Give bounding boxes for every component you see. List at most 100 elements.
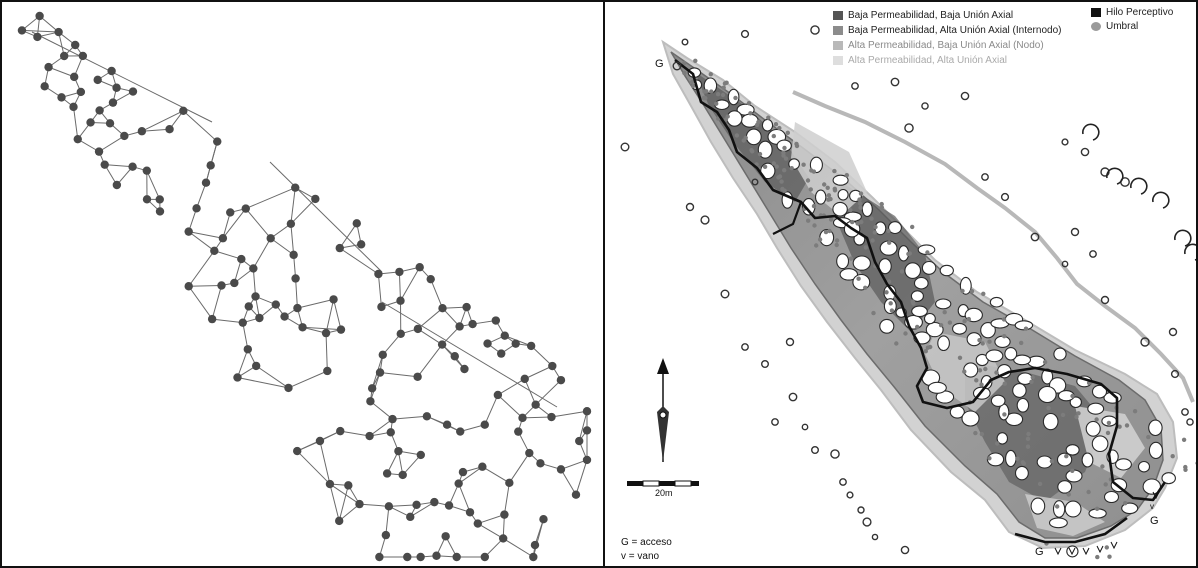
graph-edge — [340, 430, 370, 437]
graph-node — [334, 516, 344, 526]
outer-structure — [1082, 123, 1100, 141]
graph-node — [381, 530, 391, 540]
threshold-dot — [1026, 431, 1031, 437]
threshold-dot — [690, 79, 695, 85]
threshold-dot — [910, 299, 915, 304]
threshold-dot — [1123, 501, 1128, 506]
hut — [832, 174, 849, 186]
threshold-dot — [873, 224, 878, 230]
threshold-dot — [983, 366, 988, 372]
outer-ring — [771, 418, 779, 426]
outer-ring — [672, 61, 682, 71]
graph-edge — [255, 365, 289, 389]
graph-node — [430, 497, 439, 507]
threshold-dot — [723, 117, 729, 122]
threshold-dot — [834, 242, 839, 248]
graph-edge — [302, 326, 342, 331]
threshold-dot — [801, 162, 806, 167]
graph-node — [201, 178, 211, 187]
graph-edge — [338, 485, 349, 521]
graph-node — [218, 234, 228, 243]
threshold-dot — [938, 323, 944, 328]
threshold-dot — [794, 143, 800, 149]
perceptive-thread — [674, 58, 1167, 502]
graph-node — [356, 240, 366, 249]
hut — [1121, 502, 1139, 515]
hut — [1085, 420, 1101, 437]
graph-node — [142, 166, 151, 175]
hut — [1013, 354, 1032, 366]
hut-group — [687, 67, 1176, 558]
graph-edge — [409, 501, 435, 518]
hut — [888, 221, 902, 235]
threshold-dot — [1086, 489, 1091, 495]
legend-label: Baja Permeabilidad, Baja Unión Axial — [848, 10, 1014, 21]
outer-ring — [846, 491, 854, 499]
graph-edge — [370, 400, 393, 420]
threshold-dot — [781, 150, 786, 155]
graph-node — [184, 227, 193, 236]
graph-node — [480, 552, 490, 562]
graph-node — [396, 329, 405, 338]
legend-swatch — [833, 11, 843, 20]
perceptive-thread-edge — [1014, 516, 1128, 544]
legend-swatch — [1091, 22, 1101, 31]
access-label: G — [1035, 546, 1044, 558]
graph-node — [71, 40, 80, 50]
threshold-dot — [1104, 545, 1109, 550]
hut — [911, 305, 928, 318]
graph-edge — [522, 416, 552, 419]
graph-node — [413, 324, 423, 334]
legend-swatch — [833, 26, 843, 35]
legend-label: Umbral — [1106, 21, 1139, 32]
hut — [1091, 384, 1108, 399]
graph-node — [120, 131, 129, 141]
graph-node — [165, 125, 174, 134]
outer-ring — [751, 178, 759, 186]
threshold-dot — [750, 149, 755, 154]
hut — [1115, 458, 1132, 471]
threshold-dot — [974, 378, 979, 383]
graph-edge — [141, 128, 170, 132]
graph-node — [388, 414, 397, 424]
threshold-dot — [1106, 420, 1112, 426]
graph-node — [529, 552, 538, 562]
graph-edge — [477, 523, 504, 539]
legend-label: Hilo Perceptivo — [1106, 7, 1174, 18]
threshold-dot — [1042, 359, 1048, 365]
hut — [1052, 500, 1066, 518]
graph-node — [483, 339, 492, 348]
graph-node — [575, 436, 584, 446]
threshold-dot — [825, 185, 830, 190]
graph-edge — [245, 187, 296, 210]
threshold-dot — [834, 238, 840, 243]
graph-node — [406, 512, 415, 522]
outer-ring — [810, 446, 819, 455]
graph-edge — [237, 349, 249, 378]
graph-node — [493, 390, 503, 400]
hut — [994, 335, 1011, 348]
graph-node — [315, 436, 325, 446]
threshold-dot — [828, 217, 834, 222]
threshold-dot — [827, 228, 832, 234]
threshold-dot — [1023, 326, 1029, 331]
threshold-dot — [1124, 423, 1130, 428]
graph-edge — [458, 466, 483, 484]
outer-ring — [1080, 147, 1090, 157]
graph-edge — [212, 318, 243, 324]
north-arrow-icon — [657, 358, 669, 462]
graph-edge — [295, 278, 298, 309]
graph-node — [548, 361, 557, 371]
graph-edge — [325, 299, 335, 334]
graph-node — [155, 207, 165, 216]
threshold-dot — [994, 370, 999, 375]
graph-node — [230, 278, 239, 288]
graph-edge — [381, 301, 558, 408]
hut — [1066, 545, 1079, 558]
graph-node — [266, 234, 275, 243]
outer-structure — [1184, 243, 1196, 261]
graph-edge — [502, 537, 534, 558]
graph-node — [243, 345, 253, 354]
threshold-dot — [1070, 393, 1075, 399]
